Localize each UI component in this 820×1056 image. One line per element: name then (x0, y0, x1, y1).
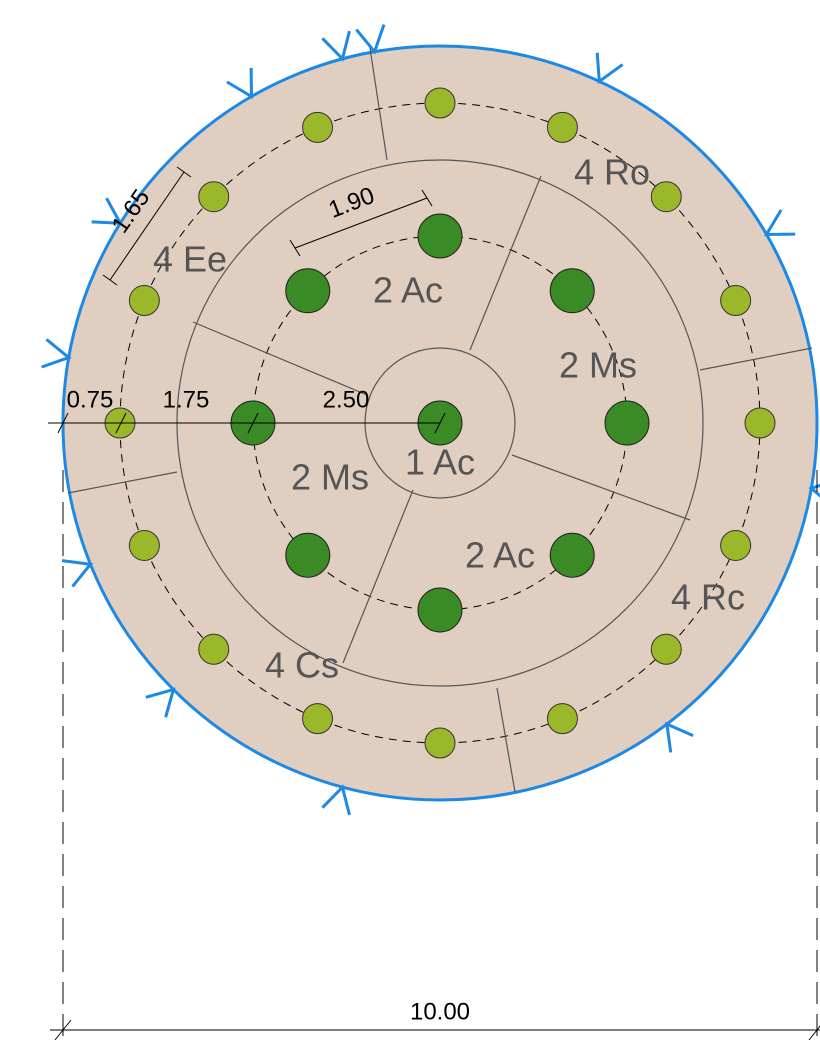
dimension-lines (48, 166, 820, 1045)
large-plant (549, 532, 595, 578)
edge-arrow (808, 483, 820, 498)
small-plant (198, 633, 230, 665)
large-plant (604, 400, 650, 446)
zone-label: 4 Rc (671, 577, 745, 618)
dimension-label: 10.00 (410, 998, 470, 1025)
zone-label: 2 Ac (465, 535, 535, 576)
small-plant (424, 87, 456, 119)
small-plant (546, 703, 578, 735)
arrows (41, 24, 820, 816)
large-plant (285, 268, 331, 314)
small-plant (302, 703, 334, 735)
edge-arrow (763, 209, 796, 237)
zone-label: 2 Ms (559, 345, 637, 386)
edge-arrow (665, 721, 694, 753)
edge-arrow (355, 24, 386, 55)
edge-arrow (321, 30, 351, 62)
edge-arrow (226, 67, 254, 100)
small-plant (128, 529, 160, 561)
small-plant (744, 407, 776, 439)
small-plant (424, 727, 456, 759)
edge-arrow (595, 52, 624, 85)
zone-label: 2 Ac (373, 270, 443, 311)
small-plant (302, 111, 334, 143)
large-plant (549, 268, 595, 314)
edge-arrow (91, 197, 123, 225)
edge-arrow (145, 687, 176, 718)
zone-label: 1 Ac (405, 442, 475, 483)
edge-arrow (61, 559, 94, 588)
dimension-label: 1.75 (163, 386, 210, 413)
small-plant (128, 285, 160, 317)
large-plant (417, 213, 463, 259)
dividers (67, 47, 813, 793)
small-plant (650, 633, 682, 665)
dimension-label: 2.50 (323, 386, 370, 413)
small-plant (198, 181, 230, 213)
dimension-label: 0.75 (67, 386, 114, 413)
small-plant (650, 181, 682, 213)
large-plant (285, 532, 331, 578)
zone-label: 4 Ro (574, 152, 650, 193)
small-plant (546, 111, 578, 143)
edge-arrow (321, 784, 351, 816)
edge-arrow (41, 338, 72, 369)
small-plant (720, 285, 752, 317)
zone-label: 4 Ee (153, 239, 227, 280)
zone-label: 4 Cs (265, 645, 339, 686)
zone-label: 2 Ms (291, 457, 369, 498)
small-plant (720, 529, 752, 561)
large-plant (417, 587, 463, 633)
